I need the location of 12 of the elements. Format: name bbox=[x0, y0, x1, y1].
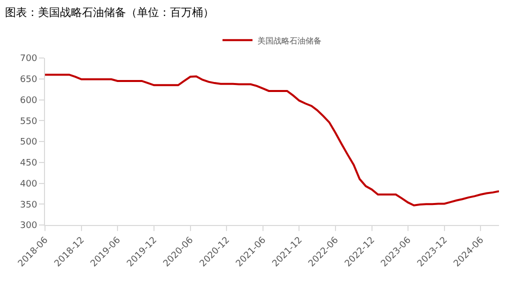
y-tick-label: 500 bbox=[20, 138, 38, 148]
legend-label: 美国战略石油储备 bbox=[258, 36, 322, 46]
y-tick-label: 550 bbox=[20, 116, 38, 127]
y-tick-label: 650 bbox=[20, 75, 38, 86]
y-tick-label: 600 bbox=[20, 96, 38, 106]
y-tick-label: 350 bbox=[20, 200, 38, 210]
y-tick-label: 400 bbox=[20, 179, 38, 190]
line-series bbox=[45, 74, 499, 206]
y-tick-label: 450 bbox=[20, 158, 38, 169]
chart-title: 图表：美国战略石油储备（单位：百万桶） bbox=[5, 6, 214, 20]
y-tick-label: 300 bbox=[20, 221, 38, 232]
y-tick-label: 700 bbox=[20, 54, 38, 64]
